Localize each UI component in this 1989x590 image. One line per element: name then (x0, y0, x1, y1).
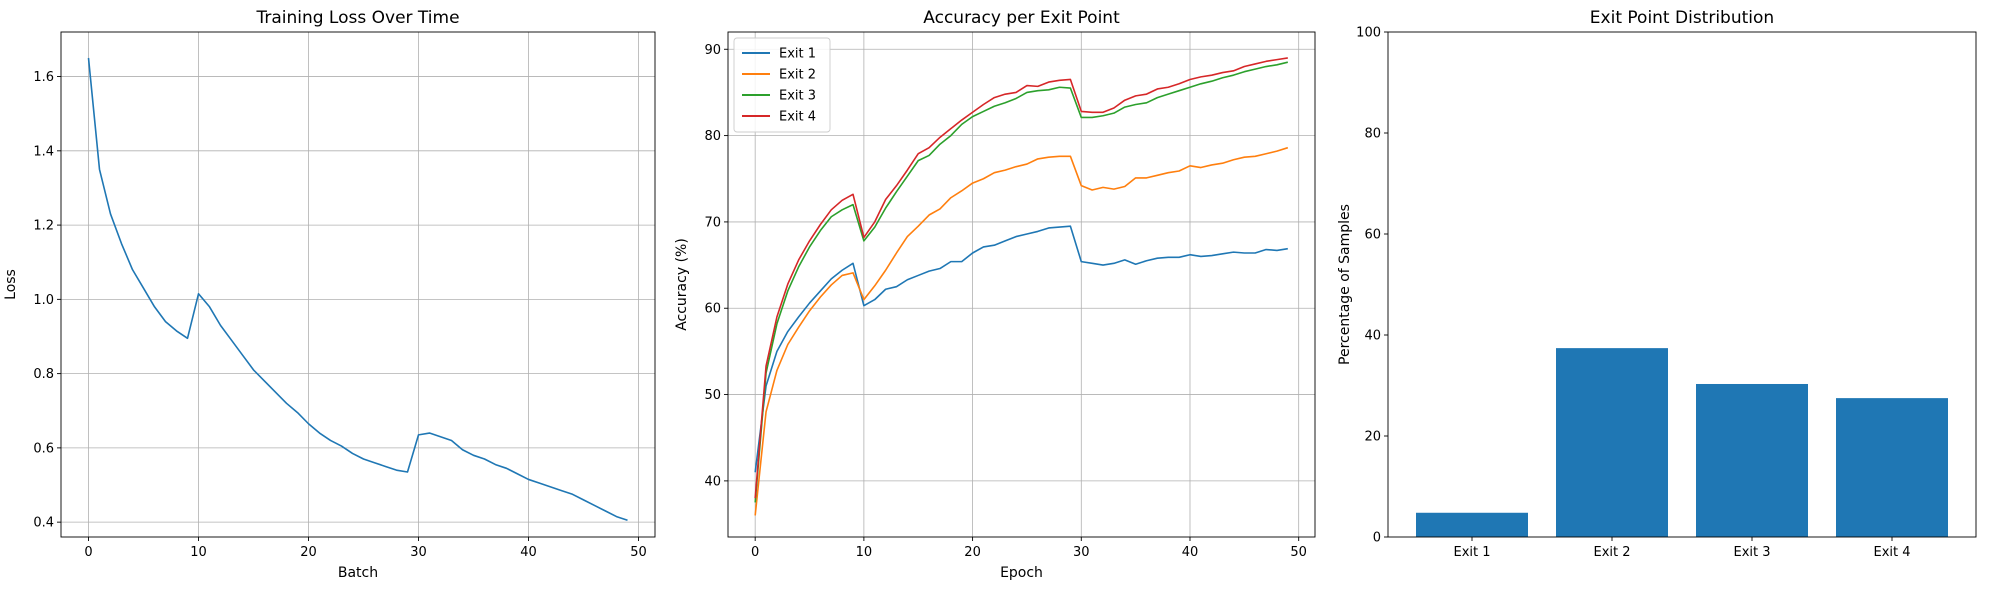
y-axis: 40 50 60 70 80 90 (704, 43, 728, 489)
axes-frame (727, 31, 1316, 538)
y-axis-label: Percentage of Samples (1337, 204, 1353, 365)
y-tick-label: 1.6 (33, 70, 54, 85)
bar-exit-3[interactable] (1696, 383, 1808, 537)
y-axis-label: Accuracy (%) (674, 238, 690, 331)
y-tick-label: 20 (1364, 430, 1381, 445)
x-tick-label: Exit 4 (1873, 545, 1910, 560)
y-tick-label: 80 (1364, 127, 1381, 142)
y-tick-label: 0.4 (33, 516, 54, 531)
y-tick-label: 50 (704, 388, 721, 403)
legend-label-exit-2: Exit 2 (779, 68, 816, 83)
x-tick-label: 20 (300, 545, 317, 560)
x-tick-label: Exit 3 (1733, 545, 1770, 560)
legend-label-exit-1: Exit 1 (779, 47, 816, 62)
x-tick-label: 0 (84, 545, 92, 560)
x-tick-label: 10 (190, 545, 207, 560)
x-tick-label: 0 (751, 545, 759, 560)
chart-title: Training Loss Over Time (255, 8, 459, 28)
chart-title: Exit Point Distribution (1590, 8, 1774, 28)
bars (1416, 348, 1948, 537)
y-tick-label: 1.2 (33, 219, 54, 234)
y-tick-label: 0.8 (33, 367, 54, 382)
series-line-exit-2[interactable] (754, 146, 1289, 516)
y-tick-label: 70 (704, 215, 721, 230)
bar-exit-4[interactable] (1836, 398, 1948, 537)
y-axis: 0.4 0.6 0.8 1.0 1.2 1.4 1.6 (33, 70, 61, 531)
series-line-exit-3[interactable] (754, 61, 1289, 503)
y-axis: 0 20 40 60 80 100 (1356, 26, 1388, 546)
x-tick-label: Exit 2 (1593, 545, 1630, 560)
y-tick-label: 40 (704, 474, 721, 489)
chart-panel-3: Exit 1 Exit 2 Exit 3 Exit 4 0 20 40 60 80 100 Exit… (1337, 8, 1977, 560)
y-tick-label: 80 (704, 129, 721, 144)
y-tick-label: 60 (704, 302, 721, 317)
y-tick-label: 0.6 (33, 441, 54, 456)
x-tick-label: 20 (964, 545, 981, 560)
x-axis: Exit 1 Exit 2 Exit 3 Exit 4 (1453, 537, 1911, 560)
bar-exit-1[interactable] (1416, 512, 1528, 537)
chart-panel-2: 0 10 20 30 40 50 40 50 60 70 80 90 Accuracy per Exit… (674, 8, 1316, 581)
axes-frame (60, 31, 656, 538)
legend: Exit 1 Exit 2 Exit 3 Exit 4 (733, 37, 831, 133)
x-tick-label: Exit 1 (1453, 545, 1490, 560)
gridlines (61, 32, 655, 537)
x-tick-label: 50 (1290, 545, 1307, 560)
x-axis-label: Batch (338, 565, 378, 581)
series-line[interactable] (87, 57, 628, 522)
x-axis-label: Epoch (1000, 565, 1043, 581)
y-tick-label: 40 (1364, 329, 1381, 344)
y-tick-label: 1.4 (33, 144, 54, 159)
y-tick-label: 0 (1373, 531, 1381, 546)
x-tick-label: 30 (1073, 545, 1090, 560)
chart-panel-1: 0 10 20 30 40 50 0.4 0.6 0.8 1.0 1.2 1.4 1.6 Training… (3, 8, 656, 581)
y-axis-label: Loss (3, 269, 19, 300)
series-line-exit-4[interactable] (754, 57, 1288, 499)
chart-title: Accuracy per Exit Point (923, 8, 1120, 28)
legend-label-exit-3: Exit 3 (779, 89, 816, 104)
series-lines (87, 57, 628, 522)
legend-label-exit-4: Exit 4 (779, 110, 816, 125)
x-tick-label: 40 (520, 545, 537, 560)
y-tick-label: 100 (1356, 26, 1381, 41)
x-tick-label: 50 (630, 545, 647, 560)
y-tick-label: 60 (1364, 228, 1381, 243)
y-tick-label: 1.0 (33, 293, 54, 308)
y-tick-label: 90 (704, 43, 721, 58)
bar-exit-2[interactable] (1556, 348, 1668, 537)
x-tick-label: 40 (1182, 545, 1199, 560)
axes-frame (1387, 31, 1977, 538)
series-lines (754, 57, 1289, 516)
legend-box (733, 37, 831, 133)
x-tick-label: 30 (410, 545, 427, 560)
x-axis: 0 10 20 30 40 50 (84, 537, 647, 560)
series-line-exit-1[interactable] (754, 225, 1288, 473)
x-tick-label: 10 (856, 545, 873, 560)
x-axis: 0 10 20 30 40 50 (751, 537, 1307, 560)
